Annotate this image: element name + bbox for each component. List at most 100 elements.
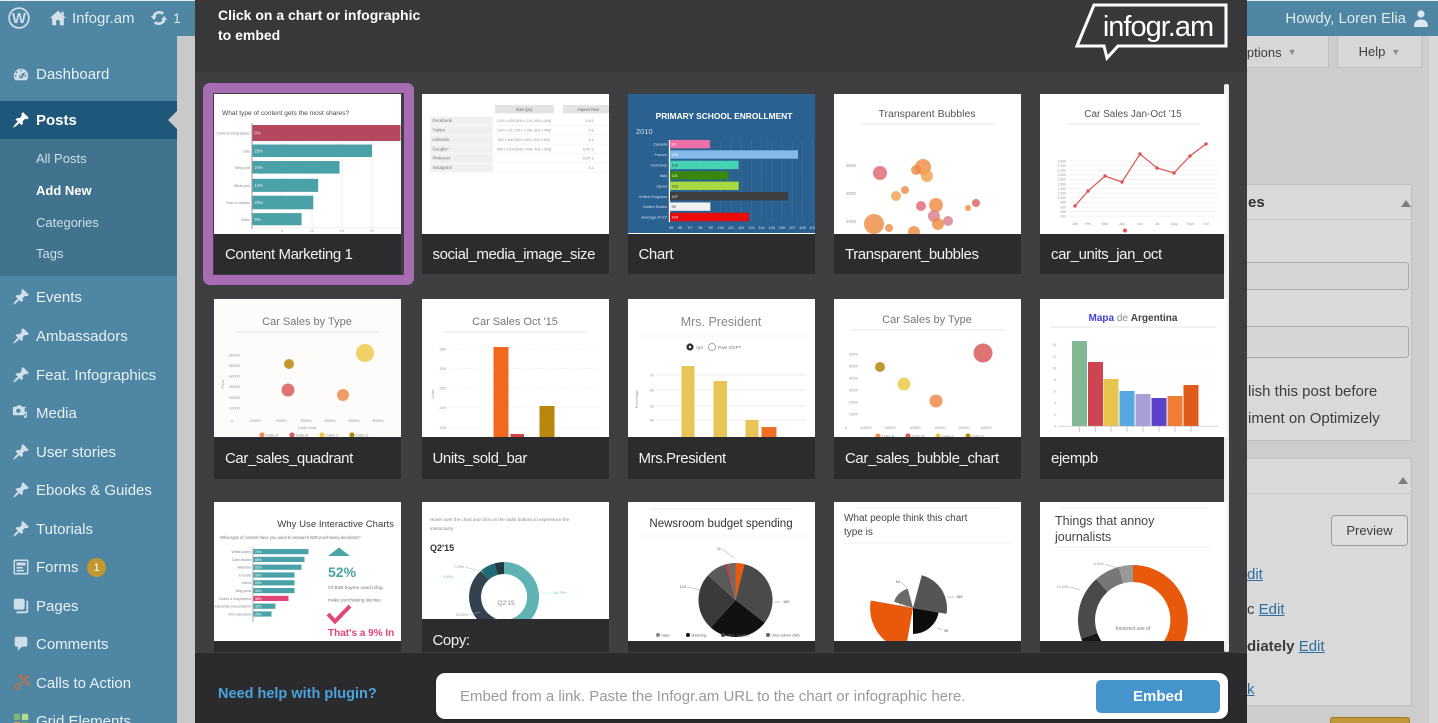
svg-text:Apr: Apr: [696, 345, 704, 350]
svg-text:6000: 6000: [849, 351, 859, 356]
svg-text:Units Sold: Units Sold: [298, 425, 316, 430]
svg-text:Data C: Data C: [942, 434, 955, 437]
svg-text:Lists: Lists: [243, 149, 251, 153]
svg-text:Instagram: Instagram: [432, 165, 452, 170]
svg-text:Japan: Japan: [656, 183, 667, 188]
svg-text:Sept: Sept: [1186, 222, 1193, 226]
svg-text:32%: 32%: [255, 605, 262, 609]
svg-text:50%: 50%: [255, 581, 262, 585]
svg-text:Data D: Data D: [972, 434, 985, 437]
svg-text:880 x 1200 [608 x 508, 408 x 5: 880 x 1200 [608 x 508, 408 x 528]: [496, 147, 550, 151]
svg-text:6: 6: [1054, 390, 1056, 394]
svg-text:What people think this chart: What people think this chart: [844, 513, 968, 524]
svg-text:Jun: Jun: [1137, 222, 1143, 226]
svg-text:Charts & infographics: Charts & infographics: [219, 597, 252, 601]
svg-text:Google+: Google+: [432, 146, 449, 151]
svg-text:Data A: Data A: [882, 434, 894, 437]
svg-text:7.20%: 7.20%: [453, 565, 464, 569]
svg-text:Office supplies: Office supplies: [726, 633, 748, 637]
svg-text:2: 2: [1054, 413, 1056, 417]
svg-text:Jan: Jan: [1072, 222, 1078, 226]
svg-text:2010: 2010: [636, 127, 653, 136]
svg-text:108: 108: [799, 226, 805, 230]
svg-text:1:1: 1:1: [588, 137, 594, 142]
svg-text:10000: 10000: [860, 425, 872, 430]
svg-text:PRIMARY SCHOOL ENROLLMENT: PRIMARY SCHOOL ENROLLMENT: [655, 111, 793, 121]
svg-text:5: 5: [281, 228, 284, 233]
svg-text:104: 104: [758, 226, 764, 230]
svg-text:type is: type is: [844, 527, 873, 538]
svg-text:20000: 20000: [884, 425, 896, 430]
svg-text:France: France: [654, 152, 667, 157]
svg-text:Jul: Jul: [1155, 222, 1160, 226]
svg-text:Past GOP?: Past GOP?: [718, 345, 742, 350]
svg-text:1024 x 512 [512 x 256, 808 x 4: 1024 x 512 [512 x 256, 808 x 456]: [496, 129, 550, 133]
svg-text:95: 95: [669, 226, 673, 230]
svg-text:E-books: E-books: [239, 573, 252, 577]
svg-text:2:1: 2:1: [588, 128, 594, 133]
svg-text:Blog posts: Blog posts: [236, 589, 252, 593]
svg-text:Marketing: Marketing: [691, 633, 706, 637]
svg-text:0.67:1: 0.67:1: [582, 156, 594, 161]
svg-text:Facebook: Facebook: [432, 118, 452, 123]
svg-text:62%: 62%: [255, 566, 262, 570]
svg-text:Sales: Sales: [661, 633, 670, 637]
svg-text:12: 12: [1052, 355, 1056, 359]
svg-text:Q2'15: Q2'15: [430, 543, 454, 553]
svg-text:70: 70: [649, 372, 654, 377]
svg-text:0: 0: [231, 418, 234, 423]
svg-text:150: 150: [439, 425, 446, 430]
svg-text:Pinterest: Pinterest: [432, 156, 450, 161]
svg-text:30000: 30000: [909, 425, 921, 430]
svg-text:11: 11: [717, 547, 721, 551]
svg-text:40000: 40000: [324, 418, 336, 423]
svg-text:Size (px): Size (px): [515, 107, 532, 112]
svg-text:103: 103: [671, 164, 677, 168]
svg-text:Hover over the chart and click: Hover over the chart and click on the ra…: [430, 517, 570, 522]
svg-text:Oct: Oct: [1203, 222, 1209, 226]
svg-text:1,400: 1,400: [1058, 187, 1067, 191]
svg-text:50000: 50000: [229, 363, 241, 368]
svg-text:1000: 1000: [846, 219, 857, 224]
svg-text:White papers: White papers: [232, 550, 252, 554]
svg-text:15: 15: [340, 228, 345, 233]
svg-text:300: 300: [439, 366, 446, 371]
svg-text:1:1: 1:1: [588, 165, 594, 170]
svg-text:Mrs. President: Mrs. President: [680, 315, 761, 329]
svg-text:Transparent Bubbles: Transparent Bubbles: [878, 108, 975, 120]
svg-text:350: 350: [439, 346, 446, 351]
svg-text:Interactive presentations: Interactive presentations: [215, 605, 252, 609]
svg-text:Things that annoy: Things that annoy: [1055, 514, 1155, 528]
svg-text:26%: 26%: [255, 612, 262, 616]
svg-text:Video: Video: [241, 218, 250, 222]
svg-text:6.00%: 6.00%: [1094, 562, 1105, 566]
svg-text:12%: 12%: [255, 183, 264, 188]
svg-text:106: 106: [778, 226, 784, 230]
svg-text:0%: 0%: [255, 131, 261, 136]
svg-text:10000: 10000: [229, 405, 241, 410]
svg-text:3.50%: 3.50%: [442, 575, 453, 579]
svg-text:Data D: Data D: [356, 433, 369, 437]
svg-text:3000: 3000: [846, 163, 857, 168]
svg-text:107: 107: [789, 226, 795, 230]
svg-text:74%: 74%: [255, 550, 262, 554]
svg-text:200: 200: [1060, 215, 1066, 219]
svg-text:Car Sales by Type: Car Sales by Type: [882, 314, 972, 326]
svg-text:2000: 2000: [849, 399, 859, 404]
svg-text:52%: 52%: [328, 564, 357, 580]
svg-text:Percentage: Percentage: [635, 390, 639, 408]
svg-text:3000: 3000: [849, 387, 859, 392]
svg-text:104: 104: [671, 216, 677, 220]
svg-text:Feb: Feb: [1085, 222, 1091, 226]
svg-text:101: 101: [671, 174, 677, 178]
svg-text:99: 99: [708, 226, 712, 230]
svg-text:60000: 60000: [372, 418, 384, 423]
svg-text:20: 20: [370, 228, 375, 233]
svg-text:400: 400: [1060, 210, 1066, 214]
svg-text:60000: 60000: [980, 425, 992, 430]
svg-text:Case studies: Case studies: [232, 558, 252, 562]
svg-text:How-to articles: How-to articles: [226, 201, 250, 205]
svg-text:105: 105: [768, 226, 774, 230]
svg-text:2,000: 2,000: [1058, 173, 1067, 177]
svg-text:1200 x 628 [608 x 314, 808 x 4: 1200 x 628 [608 x 314, 808 x 428]: [496, 119, 550, 123]
